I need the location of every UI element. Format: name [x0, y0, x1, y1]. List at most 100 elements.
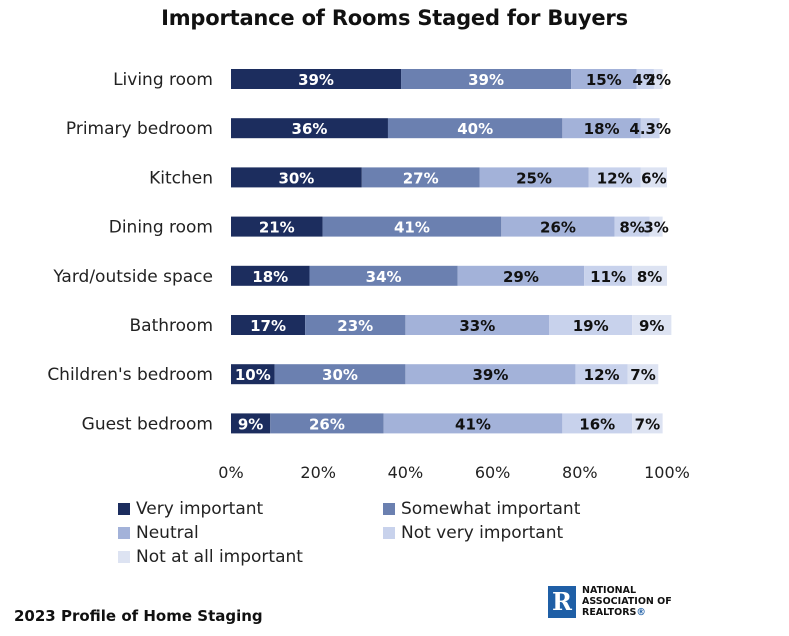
data-label: 4.3% [629, 120, 671, 138]
bar-segment [322, 216, 502, 237]
data-label: 11% [590, 268, 626, 286]
bar-segment [479, 167, 589, 188]
bar-segment [231, 216, 323, 237]
data-label: 26% [309, 415, 345, 433]
legend-item: Very important [118, 499, 263, 519]
data-label: 25% [516, 169, 552, 187]
x-tick-label: 40% [388, 463, 424, 482]
legend-label: Somewhat important [401, 499, 581, 519]
category-label: Living room [113, 70, 213, 90]
data-label: 40% [457, 120, 493, 138]
legend-label: Not at all important [136, 547, 303, 567]
bar-segment [588, 167, 641, 188]
stacked-bar-chart: Living room 39% 39% 15% 4%2% Primary bedroom 3… [47, 69, 690, 482]
data-label: 33% [459, 317, 495, 335]
legend-swatch [383, 527, 395, 539]
bar-segment [231, 413, 271, 434]
bar-segment [562, 413, 633, 434]
bar-segment [640, 167, 667, 188]
x-tick-label: 0% [218, 463, 243, 482]
bar-segment [501, 216, 615, 237]
data-label: 23% [337, 317, 373, 335]
legend-label: Neutral [136, 523, 199, 543]
bar-segment [305, 315, 406, 335]
nar-logo: R NATIONAL ASSOCIATION OF REALTORS® [548, 585, 692, 618]
bar-segment [627, 364, 659, 385]
legend-item: Not very important [383, 523, 563, 543]
bar-segment [575, 364, 628, 385]
data-label: 41% [394, 219, 430, 237]
data-label: 8% [637, 268, 662, 286]
data-label: 12% [584, 366, 620, 384]
data-label: 17% [250, 317, 286, 335]
data-label: 30% [278, 169, 314, 187]
bar-segment [614, 216, 650, 237]
data-label: 16% [579, 415, 615, 433]
category-label: Dining room [109, 218, 213, 238]
bar-segment [457, 265, 585, 286]
logo-line-2: ASSOCIATION OF [582, 596, 672, 607]
logo-line-1: NATIONAL [582, 585, 637, 596]
data-label: 19% [573, 317, 609, 335]
data-label: 4% [632, 71, 657, 89]
data-label: 41% [455, 415, 491, 433]
data-label: 9% [238, 415, 263, 433]
bar-segment [562, 118, 641, 139]
realtor-r-icon: R [548, 585, 576, 618]
bar-segment [632, 315, 672, 335]
data-label: 34% [366, 268, 402, 286]
data-label: 26% [540, 219, 576, 237]
bar-segment [405, 315, 550, 335]
category-label: Guest bedroom [82, 414, 213, 434]
data-label: 9% [639, 317, 664, 335]
chart-title: Importance of Rooms Staged for Buyers [161, 6, 628, 30]
data-label: 36% [292, 120, 328, 138]
data-label: 21% [259, 219, 295, 237]
bar-segment [231, 315, 306, 335]
data-label: 39% [472, 366, 508, 384]
bar-segment [405, 364, 576, 385]
bar-segment [549, 315, 633, 335]
data-label: 7% [630, 366, 655, 384]
bar-segment [231, 69, 402, 89]
legend-swatch [118, 503, 130, 515]
bar-segment [309, 265, 458, 286]
category-label: Bathroom [130, 316, 214, 336]
legend-item: Not at all important [118, 547, 303, 567]
legend-swatch [383, 503, 395, 515]
x-tick-label: 100% [644, 463, 690, 482]
data-label: 6% [641, 169, 666, 187]
x-tick-label: 20% [300, 463, 336, 482]
bar-segment [231, 118, 388, 139]
data-label: 12% [597, 169, 633, 187]
data-label: 29% [503, 268, 539, 286]
logo-line-3: REALTORS [582, 607, 637, 618]
legend-swatch [118, 527, 130, 539]
category-label: Children's bedroom [47, 365, 213, 385]
data-label: 10% [235, 366, 271, 384]
data-label: 7% [635, 415, 660, 433]
bar-segment [231, 364, 275, 385]
bar-segment [649, 216, 663, 237]
bar-segment [387, 118, 563, 139]
bar-segment [231, 167, 362, 188]
source-note: 2023 Profile of Home Staging [14, 607, 263, 625]
bar-segment [401, 69, 572, 89]
data-label: 15% [586, 71, 622, 89]
legend-label: Very important [136, 499, 264, 519]
bar-segment [274, 364, 406, 385]
legend-item: Neutral [118, 523, 199, 543]
category-label: Yard/outside space [52, 267, 213, 287]
data-label: 18% [252, 268, 288, 286]
category-label: Primary bedroom [66, 119, 213, 139]
category-label: Kitchen [149, 168, 213, 188]
legend-swatch [118, 551, 130, 563]
bar-segment [361, 167, 480, 188]
data-label: 3% [643, 219, 668, 237]
data-label: 27% [403, 169, 439, 187]
data-label: 18% [584, 120, 620, 138]
bar-segment [632, 265, 667, 286]
bar-segment [270, 413, 384, 434]
x-tick-label: 60% [475, 463, 511, 482]
bar-segment [571, 69, 637, 89]
